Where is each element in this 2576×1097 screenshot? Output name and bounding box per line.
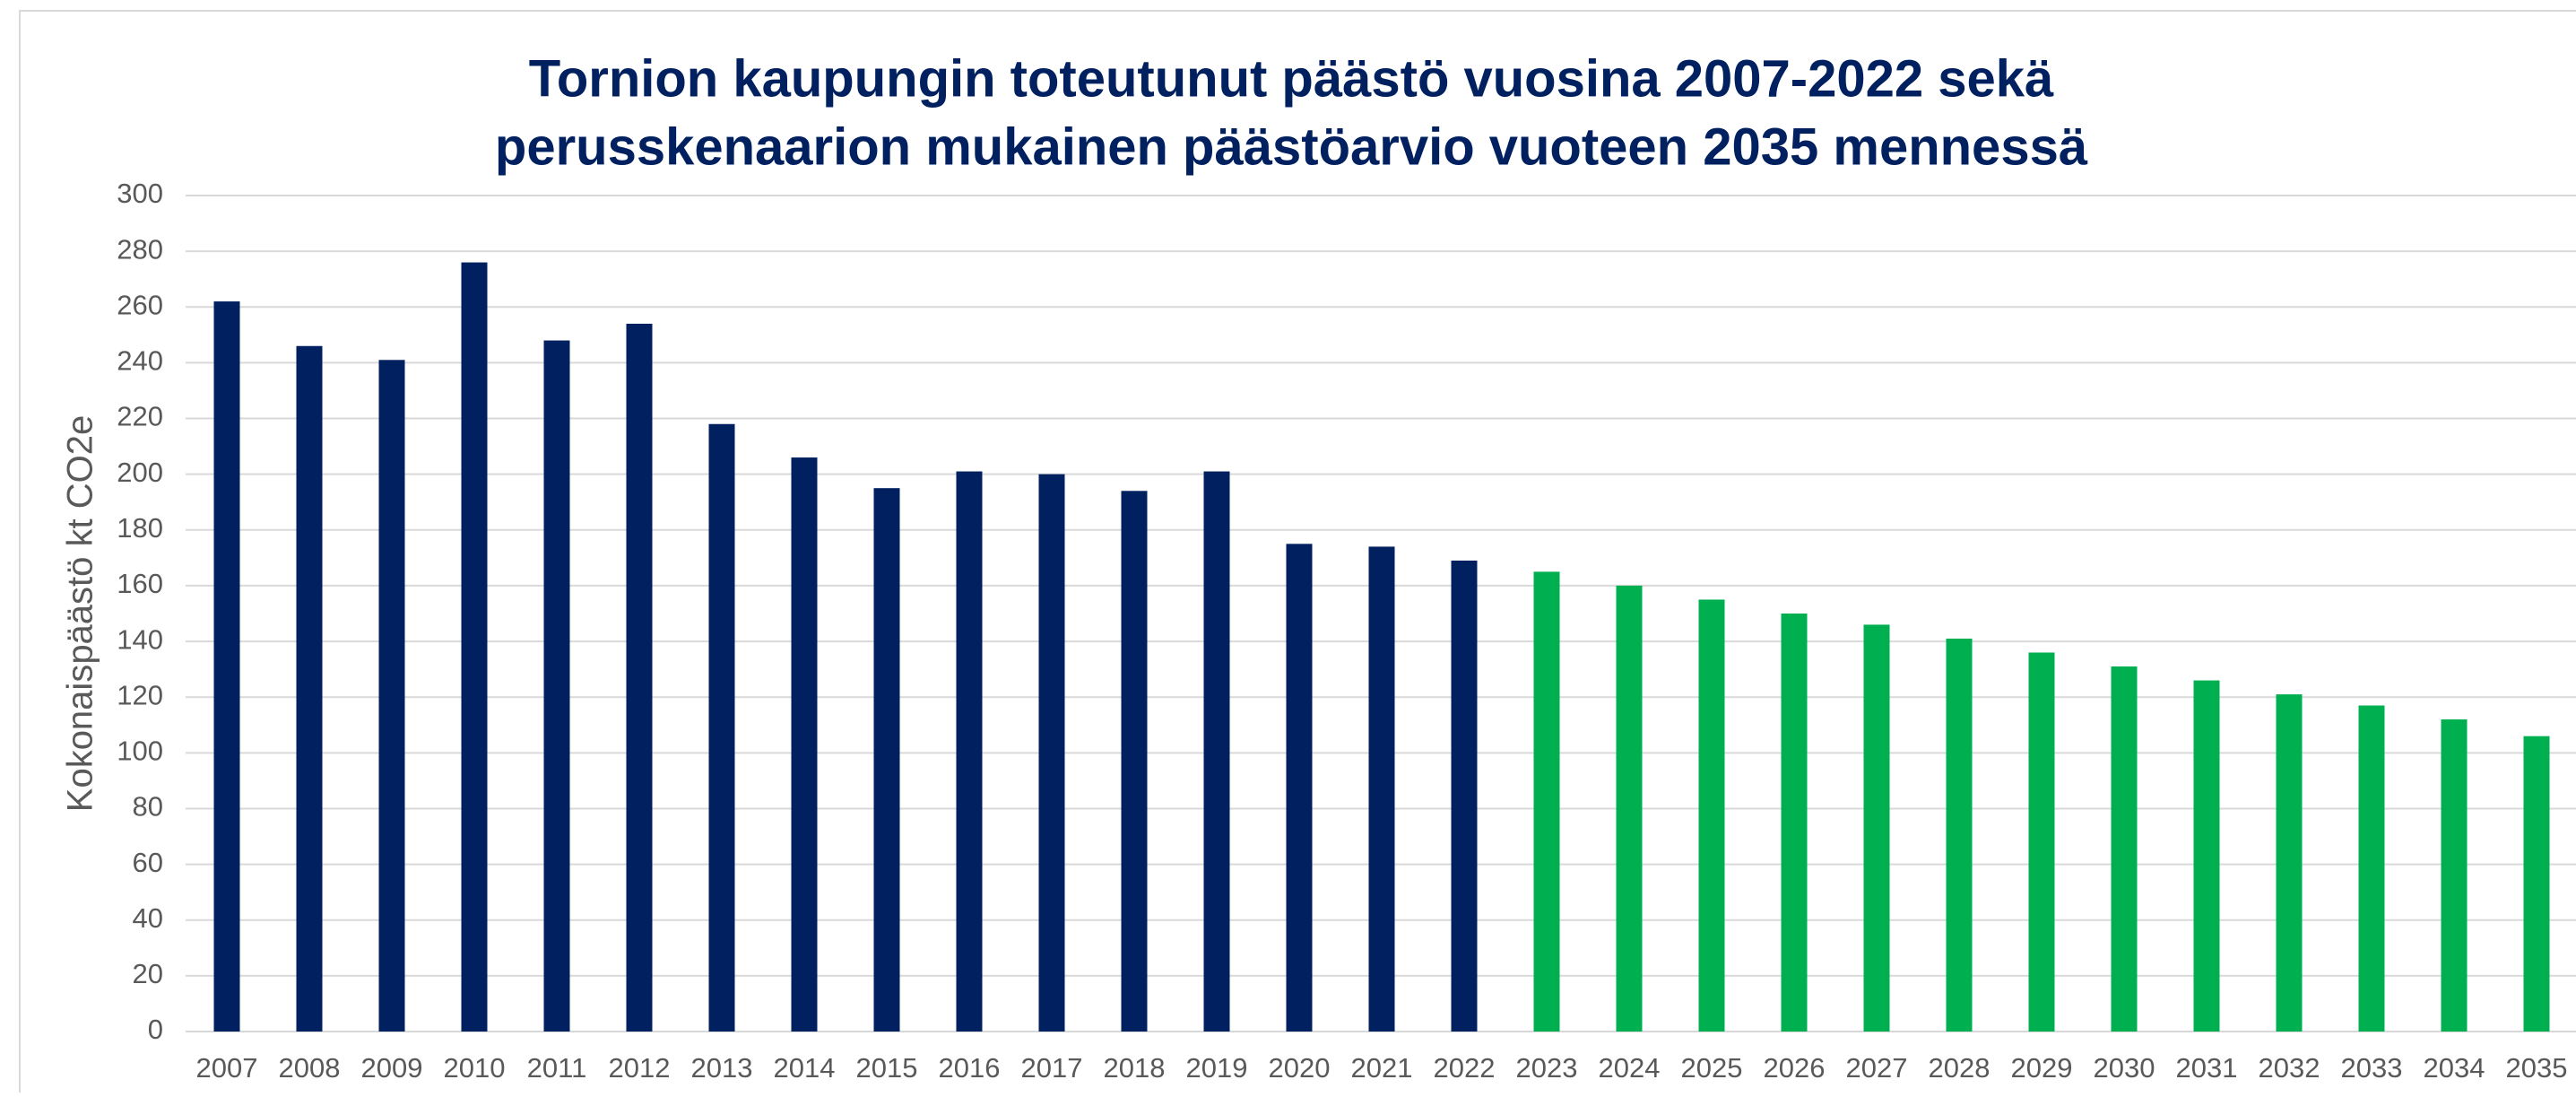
y-tick-label: 180 (117, 512, 163, 544)
x-tick-label: 2019 (1186, 1052, 1248, 1084)
bar (461, 262, 488, 1032)
x-tick-label: 2010 (444, 1052, 506, 1084)
bar (2028, 652, 2055, 1032)
y-tick-label: 260 (117, 289, 163, 320)
bar (213, 301, 240, 1032)
bar (708, 423, 735, 1032)
y-tick-label: 100 (117, 736, 163, 767)
x-tick-label: 2035 (2506, 1052, 2568, 1084)
bar (1616, 585, 1643, 1032)
x-tick-label: 2007 (196, 1052, 258, 1084)
bar (956, 471, 983, 1032)
x-tick-label: 2028 (1929, 1052, 1991, 1084)
y-tick-label: 200 (117, 457, 163, 488)
y-tick-label: 80 (133, 791, 163, 823)
x-tick-label: 2031 (2176, 1052, 2238, 1084)
y-tick-label: 40 (133, 902, 163, 934)
bar (1863, 624, 1890, 1032)
bar (543, 340, 570, 1032)
x-tick-label: 2012 (609, 1052, 671, 1084)
bar (2193, 680, 2220, 1032)
bar (873, 488, 900, 1032)
bar (2358, 705, 2385, 1032)
y-tick-label: 0 (148, 1014, 163, 1045)
bar (1121, 491, 1148, 1032)
y-tick-label: 300 (117, 178, 163, 209)
bar (2111, 666, 2138, 1032)
x-tick-label: 2011 (527, 1052, 587, 1084)
x-tick-label: 2026 (1764, 1052, 1826, 1084)
bar (1203, 471, 1230, 1032)
x-tick-label: 2027 (1846, 1052, 1908, 1084)
x-tick-label: 2023 (1516, 1052, 1578, 1084)
bar (1533, 571, 1560, 1032)
x-tick-label: 2029 (2011, 1052, 2073, 1084)
y-tick-label: 120 (117, 679, 163, 710)
x-tick-label: 2034 (2424, 1052, 2485, 1084)
bar (2523, 736, 2550, 1032)
x-tick-label: 2021 (1351, 1052, 1413, 1084)
y-tick-label: 20 (133, 958, 163, 989)
y-tick-label: 240 (117, 345, 163, 377)
x-tick-label: 2014 (774, 1052, 836, 1084)
x-tick-label: 2016 (939, 1052, 1001, 1084)
bar (2276, 694, 2303, 1032)
bar (791, 457, 818, 1032)
bar (1286, 544, 1313, 1032)
y-tick-label: 60 (133, 847, 163, 878)
bar (1781, 614, 1808, 1032)
bar (1698, 599, 1725, 1032)
bar (1946, 638, 1973, 1032)
x-tick-label: 2008 (279, 1052, 341, 1084)
x-tick-label: 2009 (361, 1052, 423, 1084)
bar (296, 345, 323, 1032)
x-tick-label: 2015 (856, 1052, 918, 1084)
bar (1368, 546, 1395, 1032)
bar (2441, 719, 2468, 1032)
x-tick-label: 2020 (1269, 1052, 1331, 1084)
chart-title: Tornion kaupungin toteutunut päästö vuos… (529, 49, 2054, 108)
x-tick-label: 2033 (2341, 1052, 2403, 1084)
y-tick-label: 140 (117, 623, 163, 655)
x-tick-label: 2017 (1021, 1052, 1083, 1084)
y-axis-label: Kokonaispäästö kt CO2e (61, 415, 100, 812)
y-tick-label: 280 (117, 233, 163, 265)
x-tick-label: 2030 (2094, 1052, 2155, 1084)
chart-border (19, 10, 2576, 1097)
x-tick-label: 2025 (1681, 1052, 1743, 1084)
bar (378, 360, 405, 1032)
bar (1451, 560, 1478, 1032)
bar (1038, 474, 1065, 1032)
y-tick-label: 220 (117, 401, 163, 432)
x-tick-label: 2018 (1104, 1052, 1166, 1084)
x-tick-label: 2032 (2259, 1052, 2320, 1084)
x-tick-label: 2024 (1599, 1052, 1661, 1084)
y-tick-label: 160 (117, 568, 163, 599)
bar (626, 323, 653, 1032)
x-tick-label: 2022 (1434, 1052, 1496, 1084)
chart-title: perusskenaarion mukainen päästöarvio vuo… (495, 118, 2088, 176)
x-tick-label: 2013 (691, 1052, 753, 1084)
